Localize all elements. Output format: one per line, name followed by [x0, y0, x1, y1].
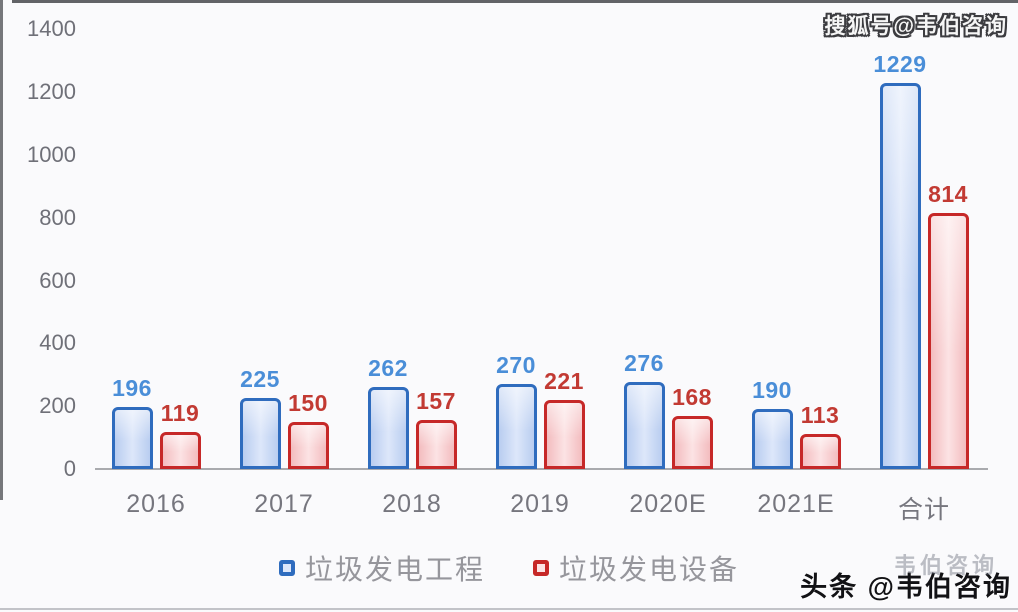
- y-axis-tick-label-600: 600: [39, 267, 76, 293]
- bar-value-label-equipment-2019: 221: [544, 367, 584, 394]
- bar-equipment-2020E[interactable]: [671, 416, 713, 469]
- legend-label-engineering: 垃圾发电工程: [304, 554, 485, 585]
- bar-engineering-2020E[interactable]: [623, 382, 665, 469]
- x-axis-label-2019: 2019: [510, 490, 570, 518]
- bar-value-label-equipment-2021E: 113: [800, 401, 840, 428]
- y-axis-tick-label-800: 800: [39, 204, 76, 230]
- y-axis-tick-label-0: 0: [63, 456, 76, 481]
- watermark-toutiao: 韦伯咨询 头条 @韦伯咨询: [800, 553, 1012, 604]
- x-axis-label-2018: 2018: [382, 490, 442, 518]
- bar-value-label-engineering-2017: 225: [240, 366, 280, 393]
- bar-equipment-2021E[interactable]: [799, 433, 841, 469]
- bar-value-label-equipment-2020E: 168: [672, 384, 712, 411]
- y-axis-tick-label-400: 400: [39, 330, 76, 356]
- bar-value-label-engineering-2020E: 276: [624, 350, 664, 377]
- photo-bottom-edge-line: [0, 608, 1018, 610]
- bar-value-label-equipment-2017: 150: [288, 389, 328, 416]
- bar-engineering-2019[interactable]: [495, 384, 537, 469]
- y-axis-tick-label-1200: 1200: [27, 79, 76, 105]
- bar-equipment-2016[interactable]: [159, 431, 201, 469]
- bar-value-label-engineering-2019: 270: [496, 352, 536, 379]
- watermark-sohu: 搜狐号@韦伯咨询: [824, 15, 1008, 38]
- bar-engineering-合计[interactable]: [879, 83, 921, 469]
- legend-swatch-red: [533, 560, 549, 576]
- bar-value-label-equipment-2018: 157: [416, 387, 456, 414]
- chart-legend: 垃圾发电工程 垃圾发电设备: [0, 548, 1018, 588]
- legend-label-equipment: 垃圾发电设备: [559, 554, 740, 585]
- legend-item-equipment[interactable]: 垃圾发电设备: [533, 548, 739, 588]
- x-axis-label-2021E: 2021E: [757, 490, 835, 518]
- bar-engineering-2017[interactable]: [239, 398, 281, 469]
- x-axis-label-2020E: 2020E: [629, 490, 707, 518]
- y-axis-tick-label-200: 200: [39, 393, 76, 419]
- watermark-toutiao-text: 头条 @韦伯咨询: [800, 572, 1012, 602]
- x-axis-label-2017: 2017: [254, 490, 314, 518]
- bar-equipment-2017[interactable]: [287, 421, 329, 469]
- bar-engineering-2021E[interactable]: [751, 409, 793, 469]
- bar-value-label-equipment-合计: 814: [928, 181, 968, 208]
- bar-equipment-2018[interactable]: [415, 419, 457, 469]
- bar-engineering-2018[interactable]: [367, 386, 409, 469]
- bar-value-label-engineering-2018: 262: [368, 354, 408, 381]
- bar-value-label-engineering-2016: 196: [112, 375, 152, 402]
- photo-top-edge-line: [12, 0, 1018, 3]
- bar-value-label-engineering-2021E: 190: [752, 377, 792, 404]
- bar-equipment-2019[interactable]: [543, 399, 585, 469]
- y-axis-tick-label-1400: 1400: [27, 16, 76, 42]
- x-axis-label-合计: 合计: [897, 496, 950, 524]
- legend-swatch-blue: [278, 560, 295, 576]
- bar-value-label-equipment-2016: 119: [160, 399, 200, 426]
- x-axis-label-2016: 2016: [126, 490, 186, 518]
- x-axis-line: [95, 468, 988, 470]
- y-axis-tick-label-1000: 1000: [27, 142, 76, 167]
- bar-value-label-engineering-合计: 1229: [873, 51, 927, 78]
- bar-equipment-合计[interactable]: [927, 213, 969, 469]
- watermark-ghost-text: 韦伯咨询: [893, 553, 998, 578]
- photo-left-edge-line: [0, 0, 3, 500]
- bar-engineering-2016[interactable]: [111, 407, 153, 469]
- legend-item-engineering[interactable]: 垃圾发电工程: [278, 548, 485, 588]
